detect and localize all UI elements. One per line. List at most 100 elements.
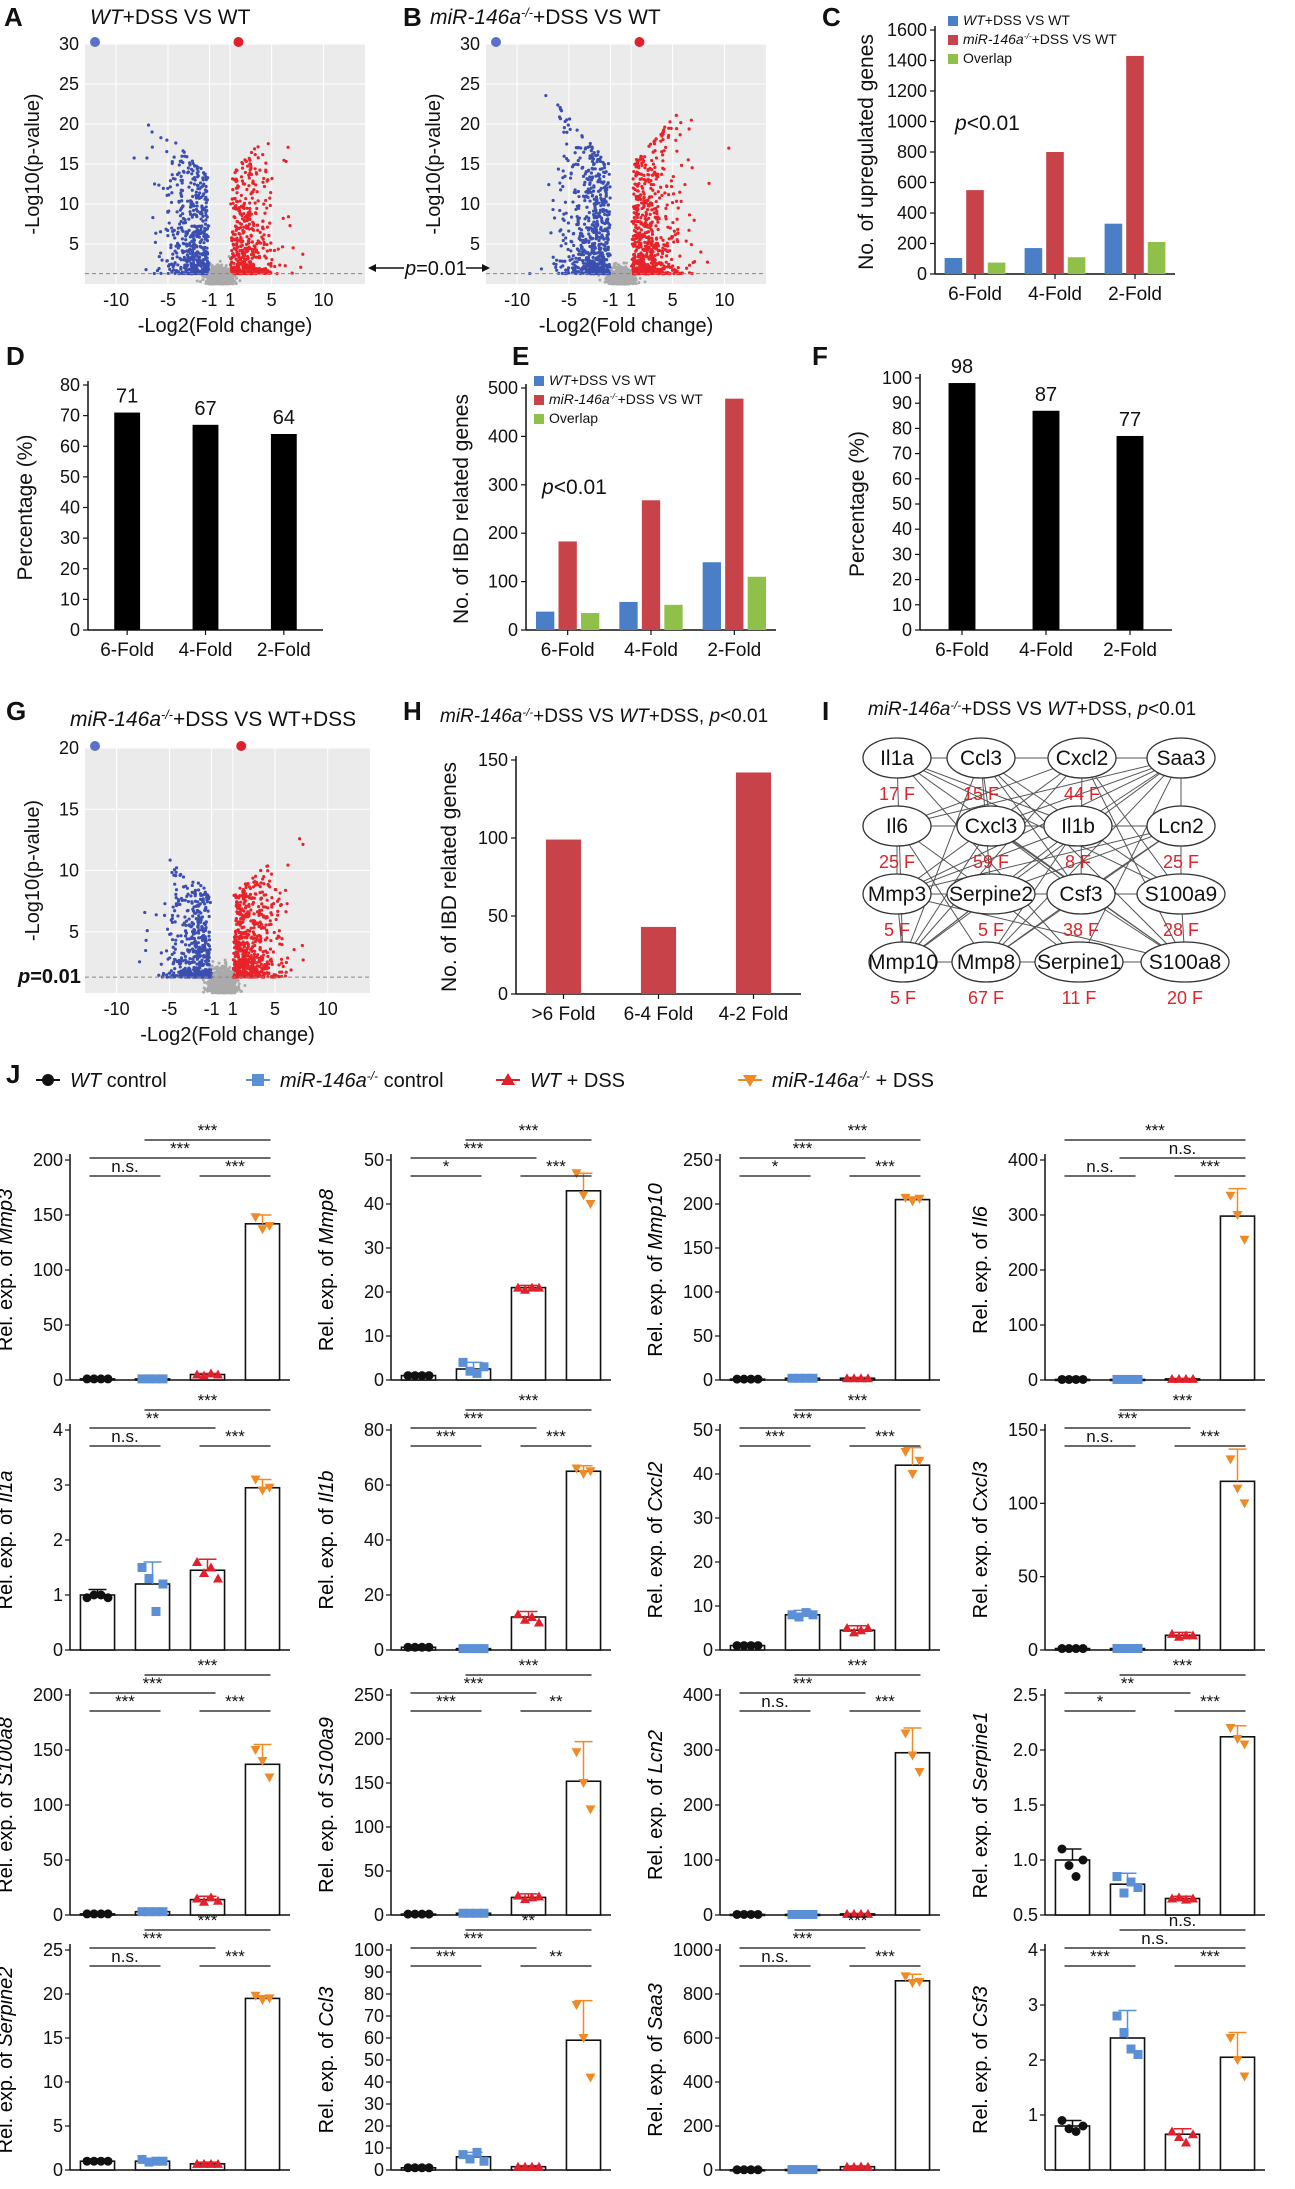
x-tick-label: 5 [668, 290, 678, 310]
up-point [640, 235, 643, 238]
down-point [582, 261, 585, 264]
up-point [269, 204, 272, 207]
down-point [192, 262, 195, 265]
up-point [287, 215, 290, 218]
down-point [597, 190, 600, 193]
down-point [192, 237, 195, 240]
down-point [195, 208, 198, 211]
up-point [263, 212, 266, 215]
down-point [575, 223, 578, 226]
down-point [154, 241, 157, 244]
panel-letter-C: C [822, 2, 841, 32]
down-point [590, 260, 593, 263]
down-point [187, 170, 190, 173]
up-point [658, 196, 661, 199]
up-point [254, 167, 257, 170]
down-point [604, 190, 607, 193]
up-point [657, 244, 660, 247]
down-point [576, 216, 579, 219]
up-point [263, 255, 266, 258]
up-point [252, 255, 255, 258]
up-point [671, 201, 674, 204]
up-point [667, 134, 670, 137]
down-point [585, 177, 588, 180]
down-point [552, 256, 555, 259]
down-point [588, 199, 591, 202]
x-tick-label: -1 [602, 290, 618, 310]
down-point [599, 156, 602, 159]
down-point [205, 205, 208, 208]
down-point [186, 231, 189, 234]
up-point [632, 235, 635, 238]
x-tick-label: -10 [103, 290, 129, 310]
down-point [558, 181, 561, 184]
up-point [660, 194, 663, 197]
panel-letter-D: D [6, 341, 25, 371]
ns-point [238, 982, 241, 985]
up-point [661, 239, 664, 242]
down-point [608, 185, 611, 188]
up-point [641, 213, 644, 216]
down-point [603, 247, 606, 250]
down-point [183, 155, 186, 158]
up-point [241, 240, 244, 243]
ns-point [196, 279, 199, 282]
up-point [630, 220, 633, 223]
down-point [592, 185, 595, 188]
down-point [597, 179, 600, 182]
down-point [595, 197, 598, 200]
up-point [248, 176, 251, 179]
down-point [180, 194, 183, 197]
down-point [604, 258, 607, 261]
down-point [176, 231, 179, 234]
up-point [644, 231, 647, 234]
down-point [173, 229, 176, 232]
down-point [181, 189, 184, 192]
down-point [585, 226, 588, 229]
up-point [269, 241, 272, 244]
down-point [596, 153, 599, 156]
down-point [166, 234, 169, 237]
down-point [204, 172, 207, 175]
up-point [232, 267, 235, 270]
down-point [583, 199, 586, 202]
down-point [577, 204, 580, 207]
down-legend-dot [90, 37, 100, 47]
up-point [633, 216, 636, 219]
down-point [159, 251, 162, 254]
down-point [187, 166, 190, 169]
down-point [547, 183, 550, 186]
down-point [599, 160, 602, 163]
down-point [569, 176, 572, 179]
up-point [635, 165, 638, 168]
down-point [205, 209, 208, 212]
y-axis-label: -Log10(p-value) [423, 93, 445, 234]
up-point [250, 264, 253, 267]
down-point [569, 249, 572, 252]
up-point [665, 261, 668, 264]
down-point [165, 139, 168, 142]
down-point [576, 163, 579, 166]
down-point [190, 172, 193, 175]
up-legend-dot [233, 37, 243, 47]
up-point [636, 185, 639, 188]
x-axis-label: -Log2(Fold change) [539, 315, 714, 337]
down-point [555, 259, 558, 262]
panel-letter-A: A [4, 2, 23, 32]
down-point [195, 233, 198, 236]
down-point [551, 208, 554, 211]
down-point [200, 238, 203, 241]
down-point [592, 231, 595, 234]
down-point [574, 151, 577, 154]
up-point [685, 240, 688, 243]
down-point [567, 221, 570, 224]
down-point [202, 192, 205, 195]
up-point [645, 266, 648, 269]
down-point [600, 219, 603, 222]
up-point [238, 208, 241, 211]
down-point [609, 196, 612, 199]
up-point [247, 241, 250, 244]
up-point [242, 230, 245, 233]
up-point [229, 202, 232, 205]
up-point [677, 266, 680, 269]
